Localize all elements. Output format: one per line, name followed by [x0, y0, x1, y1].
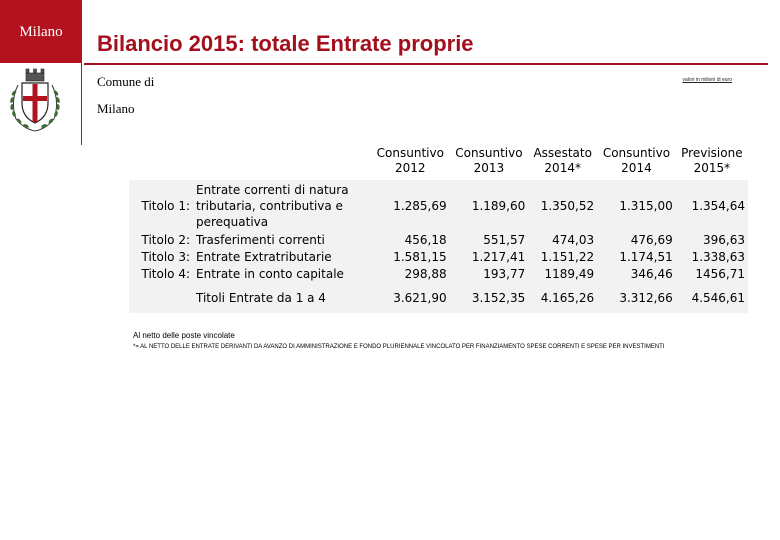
total-value: 4.165,26: [540, 290, 595, 305]
column-header-line1: Assestato: [533, 146, 592, 160]
footnote-asterisk: *= AL NETTO DELLE ENTRATE DERIVANTI DA A…: [133, 344, 665, 350]
column-header-line1: Consuntivo: [455, 146, 523, 160]
value-cell: 1.189,60: [471, 198, 526, 213]
header-blank: [193, 146, 371, 180]
total-row: Titoli Entrate da 1 a 4 3.621,90 3.152,3…: [129, 283, 748, 313]
value-cell: 1.174,51: [619, 250, 673, 265]
value-cell: 1.338,63: [691, 250, 745, 265]
total-value: 4.546,61: [691, 290, 745, 305]
column-header-line2: 2015*: [693, 161, 731, 175]
total-label: Titoli Entrate da 1 a 4: [196, 290, 326, 305]
value-cell: 1.354,64: [691, 198, 745, 213]
titolo-label: Titolo 2:: [141, 233, 190, 248]
footnote-net: Al netto delle poste vincolate: [133, 331, 235, 340]
value-cell: 1.285,69: [393, 198, 447, 213]
sidebar-divider: [81, 63, 82, 145]
milano-crest-icon: [10, 68, 60, 132]
value-cell: 1456,71: [695, 267, 745, 282]
value-cell: 1.151,22: [540, 250, 595, 265]
value-cell: 193,77: [483, 267, 526, 282]
table-row: Titolo 4: Entrate in conto capitale 298,…: [129, 266, 748, 283]
comune-label-line2: Milano: [97, 101, 135, 116]
titolo-label: Titolo 4:: [141, 267, 190, 282]
unit-note: valori in milioni di euro: [682, 77, 732, 83]
column-header-line2: 2014: [621, 161, 652, 175]
column-header-line2: 2013: [473, 161, 505, 175]
titolo-description: Entrate Extratributarie: [196, 250, 332, 265]
value-cell: 456,18: [404, 233, 447, 248]
titolo-description: Trasferimenti correnti: [196, 233, 325, 248]
comune-label: Comune di Milano: [97, 68, 187, 122]
entrate-table: Consuntivo 2012 Consuntivo 2013 Assestato 2…: [129, 146, 748, 313]
title-rule: [84, 63, 768, 65]
titolo-description: Entrate correnti di natura tributaria, c…: [196, 182, 349, 229]
total-blank: [129, 283, 193, 313]
value-cell: 396,63: [703, 233, 745, 248]
comune-label-line1: Comune di: [97, 74, 155, 89]
table-header-row: Consuntivo 2012 Consuntivo 2013 Assestato 2…: [129, 146, 748, 180]
column-header: Assestato 2014*: [528, 146, 598, 180]
column-header: Consuntivo 2013: [449, 146, 529, 180]
value-cell: 476,69: [630, 233, 673, 248]
column-header-line2: 2014*: [544, 161, 581, 175]
column-header: Consuntivo 2014: [597, 146, 676, 180]
sidebar-banner: Milano: [0, 0, 82, 63]
value-cell: 1.217,41: [471, 250, 526, 265]
value-cell: 1.350,52: [540, 198, 595, 213]
page-title: Bilancio 2015: totale Entrate proprie: [97, 31, 474, 56]
header-blank: [129, 146, 193, 180]
titolo-label: Titolo 1:: [141, 198, 190, 213]
table-row: Titolo 1: Entrate correnti di natura tri…: [129, 180, 748, 231]
titolo-label: Titolo 3:: [141, 250, 190, 265]
value-cell: 1.315,00: [619, 198, 673, 213]
column-header-line1: Previsione: [681, 146, 743, 160]
titolo-description: Entrate in conto capitale: [196, 267, 344, 282]
total-value: 3.152,35: [471, 290, 526, 305]
value-cell: 1189,49: [544, 267, 595, 282]
total-value: 3.312,66: [619, 290, 673, 305]
column-header-line1: Consuntivo: [376, 146, 444, 160]
table-row: Titolo 3: Entrate Extratributarie 1.581,…: [129, 249, 748, 266]
column-header: Consuntivo 2012: [371, 146, 450, 180]
value-cell: 551,57: [483, 233, 526, 248]
total-value: 3.621,90: [393, 290, 447, 305]
column-header: Previsione 2015*: [675, 146, 748, 180]
value-cell: 298,88: [404, 267, 447, 282]
value-cell: 474,03: [552, 233, 595, 248]
table-row: Titolo 2: Trasferimenti correnti 456,18 …: [129, 231, 748, 248]
sidebar-city-label: Milano: [19, 24, 63, 40]
value-cell: 1.581,15: [393, 250, 447, 265]
value-cell: 346,46: [630, 267, 673, 282]
column-header-line2: 2012: [395, 161, 426, 175]
column-header-line1: Consuntivo: [602, 146, 671, 160]
